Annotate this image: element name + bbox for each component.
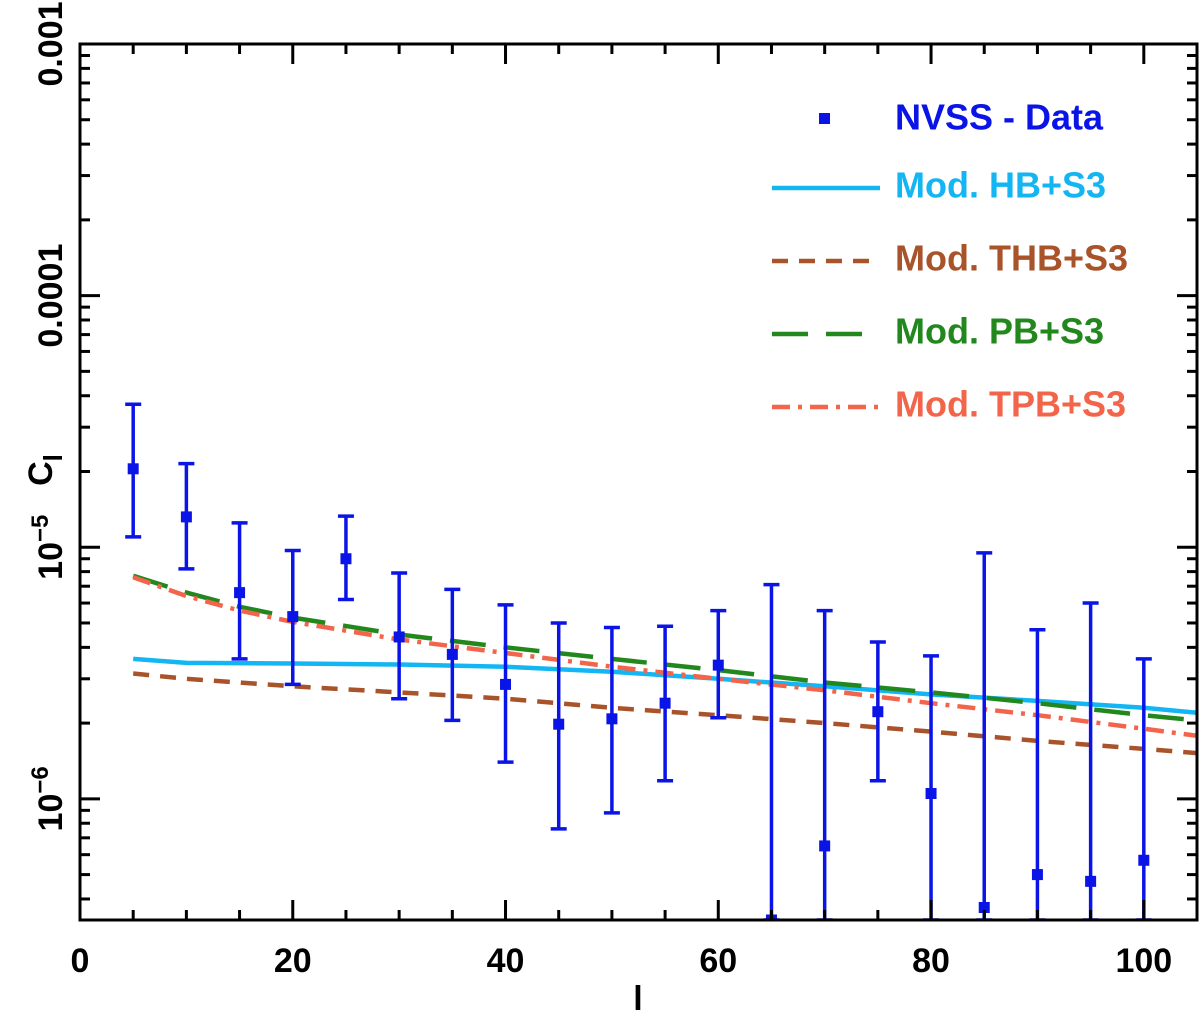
y-tick-label: 0.0001	[32, 244, 70, 348]
x-tick-label: 100	[1115, 942, 1172, 980]
y-tick-label: 10−5	[27, 515, 70, 580]
data-point	[819, 840, 831, 852]
nvss-data-points	[125, 402, 1152, 920]
data-point	[606, 713, 618, 725]
y-tick-label: 10−6	[27, 766, 70, 831]
data-point	[712, 659, 724, 671]
legend-marker-data	[819, 113, 830, 124]
data-point	[925, 788, 937, 800]
data-point	[234, 587, 246, 599]
data-point	[287, 611, 299, 623]
data-point	[1138, 854, 1150, 866]
data-point	[978, 901, 990, 913]
svg-text:Cl: Cl	[22, 454, 68, 486]
data-point	[180, 511, 192, 523]
x-tick-label: 60	[699, 942, 737, 980]
y-axis-title-main: C	[22, 461, 60, 486]
data-point	[500, 678, 512, 690]
y-axis-ticks: 10−6 10−5 0.0001 0.001	[27, 1, 1197, 901]
data-point	[1031, 869, 1043, 881]
legend-label: NVSS - Data	[895, 97, 1104, 138]
data-point	[393, 631, 405, 643]
x-axis-title: l	[633, 980, 642, 1013]
data-point	[553, 718, 565, 730]
x-tick-label: 40	[487, 942, 525, 980]
y-tick-label: 0.001	[32, 1, 70, 86]
plot-frame	[78, 42, 1199, 922]
x-tick-label: 20	[274, 942, 312, 980]
x-tick-label: 80	[912, 942, 950, 980]
data-point	[1085, 875, 1097, 887]
x-axis-ticks: 0 20 40 60 80 100	[71, 44, 1199, 980]
legend-label: Mod. HB+S3	[895, 165, 1106, 206]
legend: NVSS - Data Mod. HB+S3 Mod. THB+S3 Mod. PB+…	[772, 97, 1128, 425]
y-axis-title-sub: l	[38, 454, 68, 461]
x-tick-label: 0	[71, 942, 90, 980]
data-point	[340, 553, 352, 565]
legend-label: Mod. PB+S3	[895, 311, 1104, 352]
data-point	[659, 697, 671, 709]
legend-label: Mod. TPB+S3	[895, 384, 1126, 425]
legend-label: Mod. THB+S3	[895, 238, 1128, 279]
data-point	[872, 706, 884, 718]
series-line	[132, 671, 1197, 756]
data-point	[127, 463, 139, 475]
y-axis-title: Cl	[22, 454, 68, 486]
data-point	[446, 648, 458, 660]
